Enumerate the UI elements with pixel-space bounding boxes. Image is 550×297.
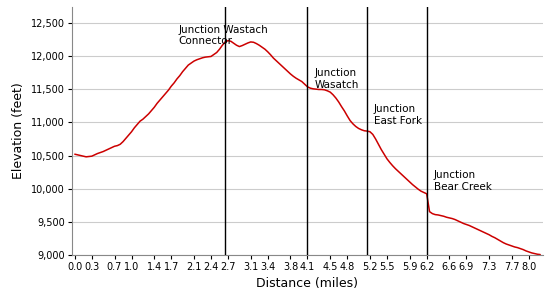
Text: Junction
Wasatch: Junction Wasatch bbox=[314, 68, 359, 90]
Text: Junction
East Fork: Junction East Fork bbox=[374, 104, 422, 126]
Text: Junction
Bear Creek: Junction Bear Creek bbox=[433, 170, 491, 192]
X-axis label: Distance (miles): Distance (miles) bbox=[256, 277, 359, 290]
Y-axis label: Elevation (feet): Elevation (feet) bbox=[13, 82, 25, 179]
Text: Junction Wastach
Connector: Junction Wastach Connector bbox=[178, 25, 268, 46]
